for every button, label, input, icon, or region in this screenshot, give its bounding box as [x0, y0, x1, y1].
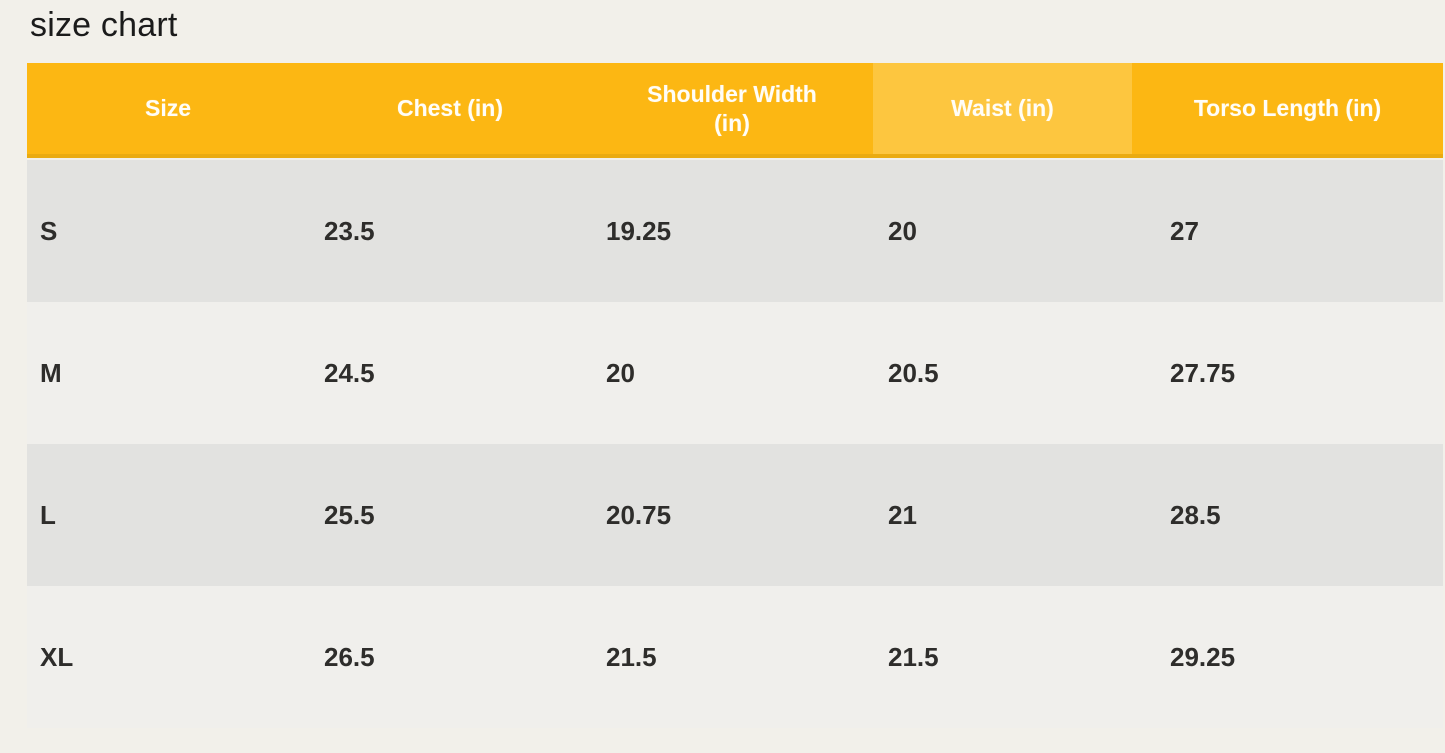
cell-chest: 25.5 — [324, 499, 375, 530]
table-row-m: M 24.5 20 20.5 27.75 — [27, 302, 1443, 444]
cell-waist: 20 — [888, 215, 917, 246]
cell-chest: 26.5 — [324, 641, 375, 672]
cell-shoulder-width: 20 — [606, 357, 635, 388]
cell-size: L — [40, 499, 56, 530]
header-cell-size: Size — [27, 63, 309, 154]
cell-waist: 21 — [888, 499, 917, 530]
cell-torso-length: 28.5 — [1170, 499, 1221, 530]
cell-chest: 24.5 — [324, 357, 375, 388]
cell-size: M — [40, 357, 62, 388]
header-cell-chest: Chest (in) — [309, 63, 591, 154]
size-chart-header-row: Size Chest (in) Shoulder Width (in) Wais… — [27, 63, 1443, 158]
header-label-waist: Waist (in) — [951, 95, 1054, 122]
header-cell-torso-length: Torso Length (in) — [1132, 63, 1443, 154]
cell-torso-length: 27 — [1170, 215, 1199, 246]
cell-chest: 23.5 — [324, 215, 375, 246]
cell-waist: 21.5 — [888, 641, 939, 672]
header-cell-waist: Waist (in) — [873, 63, 1132, 154]
table-row-s: S 23.5 19.25 20 27 — [27, 160, 1443, 302]
cell-size: S — [40, 215, 58, 246]
size-chart-table: Size Chest (in) Shoulder Width (in) Wais… — [27, 63, 1443, 728]
size-chart-title: size chart — [30, 6, 178, 44]
header-cell-shoulder-width: Shoulder Width (in) — [591, 63, 873, 154]
cell-torso-length: 27.75 — [1170, 357, 1236, 388]
table-row-xl: XL 26.5 21.5 21.5 29.25 — [27, 586, 1443, 728]
header-label-torso-length: Torso Length (in) — [1193, 95, 1382, 122]
cell-torso-length: 29.25 — [1170, 641, 1236, 672]
header-label-size: Size — [144, 95, 192, 122]
cell-shoulder-width: 21.5 — [606, 641, 657, 672]
header-label-chest: Chest (in) — [396, 95, 504, 122]
cell-shoulder-width: 20.75 — [606, 499, 672, 530]
header-label-shoulder-width: Shoulder Width (in) — [647, 80, 817, 136]
cell-waist: 20.5 — [888, 357, 939, 388]
cell-shoulder-width: 19.25 — [606, 215, 672, 246]
cell-size: XL — [40, 641, 74, 672]
table-row-l: L 25.5 20.75 21 28.5 — [27, 444, 1443, 586]
